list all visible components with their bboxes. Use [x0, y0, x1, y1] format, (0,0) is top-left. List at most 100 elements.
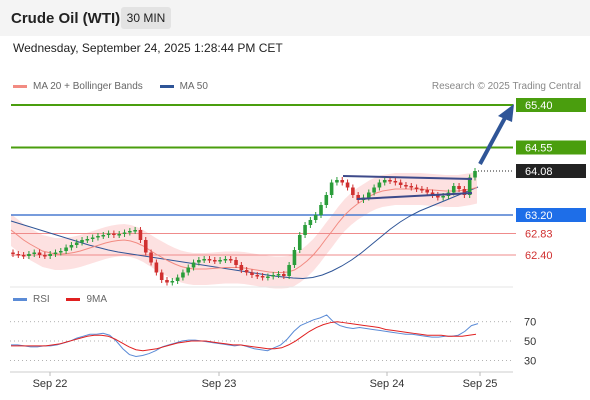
candle-body — [345, 182, 350, 188]
candle-body — [292, 250, 297, 265]
legend-label-rsi: RSI — [33, 294, 50, 305]
candle-body — [234, 260, 238, 265]
candle-body — [250, 272, 254, 275]
timeframe-badge[interactable]: 30 MIN — [121, 7, 171, 29]
level-label-1: 64.55 — [525, 143, 553, 155]
legend-label-ma50: MA 50 — [179, 81, 208, 92]
candle-body — [377, 182, 382, 188]
instrument-title: Crude Oil (WTI) — [11, 10, 121, 27]
candle-body — [48, 254, 52, 256]
candle-body — [430, 192, 435, 195]
chart-datetime: Wednesday, September 24, 2025 1:28:44 PM… — [13, 41, 283, 55]
candle-body — [74, 242, 79, 245]
candle-body — [85, 239, 90, 241]
legend-label-9ma: 9MA — [86, 294, 108, 305]
time-label-2: Sep 24 — [370, 378, 405, 390]
level-tag-0 — [516, 98, 586, 112]
candle-body — [303, 225, 307, 235]
candle-body — [165, 280, 169, 283]
candle-body — [287, 265, 291, 276]
candle-body — [366, 192, 371, 198]
candle-body — [239, 265, 244, 270]
candle-body — [11, 252, 15, 254]
candle-body — [80, 240, 84, 243]
level-tag-1 — [516, 140, 586, 155]
legend-swatch-ma50 — [159, 84, 174, 88]
candle-body — [27, 254, 31, 256]
candle-body — [409, 186, 414, 188]
candle-body — [218, 260, 222, 262]
candle-body — [37, 252, 42, 255]
candle-body — [462, 189, 467, 195]
candle-body — [207, 259, 212, 261]
bollinger-bands-area — [11, 171, 477, 289]
candle-body — [101, 235, 106, 237]
candle-body — [436, 195, 440, 198]
candle-body — [441, 196, 445, 198]
candle-body — [276, 274, 281, 276]
candle-body — [143, 240, 148, 253]
rsi-tick-1: 50 — [524, 336, 536, 348]
candle-body — [266, 276, 270, 278]
projection-arrow-shaft — [478, 115, 508, 165]
level-label-2: 64.08 — [525, 166, 553, 178]
time-label-0: Sep 22 — [33, 378, 68, 390]
ma50-line — [10, 186, 479, 280]
candle-body — [351, 187, 355, 195]
projection-arrow-head — [498, 104, 514, 122]
time-label-3: Sep 25 — [463, 378, 498, 390]
time-label-1: Sep 23 — [202, 378, 237, 390]
candle-body — [260, 276, 265, 278]
candle-body — [473, 171, 477, 178]
price-legend: MA 20 + Bollinger Bands MA 50 — [13, 81, 222, 92]
candle-body — [282, 274, 286, 276]
candle-body — [212, 260, 217, 262]
candle-body — [451, 186, 456, 193]
candle-body — [117, 234, 122, 236]
candle-body — [154, 262, 159, 273]
candle-body — [324, 195, 329, 205]
candle-body — [21, 255, 26, 257]
level-label-5: 62.40 — [525, 250, 553, 262]
rsi-legend: RSI 9MA — [13, 294, 121, 305]
candle-body — [319, 205, 323, 215]
candle-body — [308, 220, 313, 225]
candle-body — [191, 262, 196, 268]
candle-body — [138, 230, 143, 240]
candle-body — [90, 237, 95, 239]
candle-body — [313, 215, 318, 220]
candle-body — [388, 180, 392, 182]
candle-body — [112, 233, 116, 235]
candle-body — [133, 230, 137, 232]
candle-body — [271, 275, 276, 277]
candle-body — [149, 252, 153, 263]
legend-swatch-9ma — [66, 297, 81, 301]
candle-body — [425, 190, 430, 193]
candle-body — [414, 187, 419, 189]
candle-body — [175, 277, 180, 281]
candle-body — [297, 235, 302, 250]
pattern-upper-line — [342, 175, 473, 180]
candle-body — [398, 182, 403, 185]
legend-item-ma50: MA 50 — [159, 81, 208, 92]
candle-body — [43, 255, 47, 257]
candle-body — [382, 180, 387, 183]
candle-body — [404, 185, 408, 187]
candle-body — [32, 252, 37, 254]
rsi-series-rsi — [11, 314, 479, 357]
candle-body — [223, 259, 228, 261]
level-label-3: 63.20 — [525, 210, 553, 222]
candle-body — [186, 267, 191, 273]
candle-body — [128, 231, 132, 233]
candle-body — [170, 281, 175, 283]
candle-body — [335, 180, 339, 183]
candle-body — [181, 272, 185, 278]
candle-body — [58, 251, 63, 253]
candle-body — [255, 275, 260, 277]
pattern-lower-line — [356, 192, 473, 200]
level-tag-2 — [516, 164, 586, 178]
candle-body — [393, 181, 398, 183]
candle-body — [244, 270, 249, 273]
level-tag-3 — [516, 208, 586, 222]
